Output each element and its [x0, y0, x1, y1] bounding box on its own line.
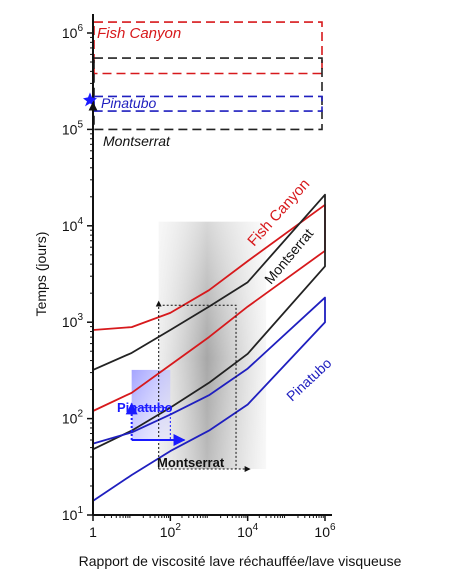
y-tick-label: 102	[62, 409, 84, 427]
y-tick-label: 106	[62, 23, 84, 41]
pinatubo-band-label: Pinatubo	[101, 95, 156, 111]
y-tick-label: 104	[62, 216, 84, 234]
shaded-regions	[131, 221, 267, 470]
fish-canyon-band-label: Fish Canyon	[97, 25, 181, 42]
montserrat-band-label: Montserrat	[103, 133, 171, 149]
axes: 101 102 103 104 105 106 1 102 104 106 Rapport de v…	[33, 14, 402, 569]
x-tick-label: 106	[314, 522, 336, 540]
y-tick-label: 101	[62, 505, 84, 523]
pinatubo-box-label: Pinatubo	[117, 400, 173, 415]
series-curves	[92, 193, 326, 502]
x-tick-label: 1	[89, 524, 97, 540]
montserrat-box-label: Montserrat	[157, 455, 225, 470]
series-1	[92, 193, 326, 451]
blue-region	[131, 369, 171, 440]
y-axis-title: Temps (jours)	[33, 232, 49, 317]
dotted-box-0	[158, 304, 237, 470]
x-tick-label: 102	[160, 522, 182, 540]
pinatubo-curve-label: Pinatubo	[283, 355, 334, 405]
y-tick-label: 105	[62, 119, 84, 137]
x-axis-title: Rapport de viscosité lave réchauffée/lav…	[79, 553, 402, 569]
dotted-box-1	[131, 407, 171, 440]
band-1	[93, 57, 323, 131]
x-tick-label: 104	[237, 522, 259, 540]
dotted-boxes	[125, 300, 251, 473]
y-tick-label: 103	[62, 312, 84, 330]
series-2	[92, 296, 326, 502]
pinatubo-star-marker	[83, 92, 97, 107]
